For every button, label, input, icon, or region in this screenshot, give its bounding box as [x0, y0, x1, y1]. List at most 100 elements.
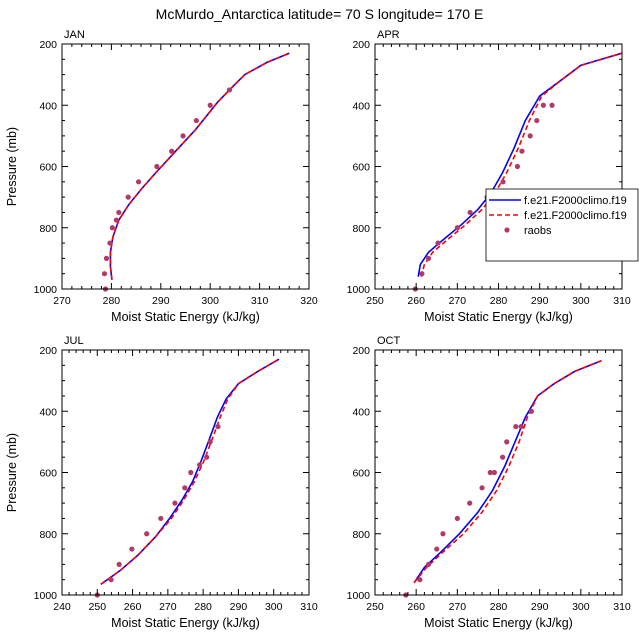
model-line-solid [109, 52, 290, 280]
x-tick-label: 280 [490, 295, 508, 307]
x-tick-label: 280 [490, 601, 508, 613]
raobs-point [527, 133, 533, 139]
raobs-point [169, 148, 175, 154]
x-tick-label: 260 [124, 601, 142, 613]
raobs-point [549, 102, 555, 108]
x-tick-label: 320 [300, 295, 318, 307]
x-tick-label: 270 [449, 295, 467, 307]
y-tick-label: 200 [39, 39, 57, 51]
x-tick-label: 270 [53, 295, 71, 307]
y-tick-label: 400 [39, 406, 57, 418]
x-tick-label: 250 [366, 295, 384, 307]
x-axis-label: Moist Static Energy (kJ/kg) [111, 616, 260, 630]
raobs-point [197, 462, 203, 468]
raobs-point [116, 209, 122, 216]
plot-frame [61, 43, 310, 290]
x-tick-label: 290 [152, 295, 170, 307]
x-tick-label: 240 [53, 601, 71, 613]
raobs-point [135, 179, 142, 185]
x-tick-label: 280 [194, 601, 212, 613]
raobs-point [419, 271, 425, 277]
raobs-point [226, 87, 233, 93]
raobs-point [513, 423, 519, 430]
x-tick-label: 250 [89, 601, 107, 613]
x-tick-label: 310 [613, 295, 631, 307]
raobs-point [180, 133, 186, 139]
y-tick-label: 1000 [34, 284, 58, 296]
raobs-point [467, 209, 473, 216]
raobs-point [500, 454, 506, 460]
raobs-point [435, 240, 441, 246]
x-tick-label: 270 [159, 601, 177, 613]
raobs-point [440, 531, 446, 537]
x-tick-label: 300 [572, 601, 590, 613]
legend-label: f.e21.F2000climo.f19 [524, 210, 627, 222]
raobs-points [101, 87, 233, 292]
y-tick-label: 800 [39, 529, 57, 541]
model-line-dashed [100, 358, 280, 585]
raobs-point [113, 217, 119, 223]
raobs-point [144, 531, 150, 537]
x-tick-label: 280 [103, 295, 121, 307]
raobs-points [94, 423, 221, 598]
legend-label: f.e21.F2000climo.f19 [524, 195, 627, 207]
x-tick-label: 290 [230, 601, 248, 613]
panels: JAN 270 280 290 300 310 320 200 400 600 800 1000 Moi… [5, 29, 631, 630]
panel-label: OCT [377, 335, 401, 347]
y-tick-label: 600 [39, 162, 57, 174]
panel-label: JUL [64, 335, 84, 347]
raobs-point [116, 561, 122, 567]
raobs-point [158, 515, 164, 522]
panel-apr: APR 250 260 270 280 290 300 310 200 400 600 800 1000… [347, 29, 631, 324]
x-tick-label: 310 [613, 601, 631, 613]
raobs-point [204, 454, 210, 460]
y-tick-label: 200 [352, 345, 370, 357]
x-tick-label: 260 [407, 295, 425, 307]
x-tick-label: 260 [407, 601, 425, 613]
panel-jul: JUL 240 250 260 270 280 290 300 310 200 400 600 800 1… [5, 335, 318, 630]
raobs-point [518, 423, 524, 430]
raobs-point [500, 179, 506, 185]
raobs-point [182, 485, 188, 491]
legend-marker-dot [504, 227, 510, 233]
raobs-point [193, 117, 199, 124]
x-axis-label: Moist Static Energy (kJ/kg) [424, 310, 573, 324]
raobs-point [129, 546, 135, 552]
y-tick-label: 1000 [34, 590, 58, 602]
raobs-point [154, 163, 160, 170]
x-tick-label: 300 [265, 601, 283, 613]
x-tick-label: 310 [251, 295, 269, 307]
y-tick-label: 600 [352, 162, 370, 174]
model-line-dashed [109, 52, 290, 280]
x-tick-label: 290 [531, 295, 549, 307]
y-tick-label: 800 [39, 223, 57, 235]
x-tick-label: 300 [572, 295, 590, 307]
legend: f.e21.F2000climo.f19 f.e21.F2000climo.f19… [485, 188, 639, 262]
model-line-solid [413, 359, 602, 584]
raobs-point [491, 469, 497, 476]
panel-oct: OCT 250 260 270 280 290 300 310 200 400 600 800 1000… [347, 335, 631, 630]
chart-title: McMurdo_Antarctica latitude= 70 S longit… [156, 6, 484, 22]
raobs-point [172, 500, 178, 506]
y-tick-label: 1000 [347, 590, 371, 602]
raobs-point [434, 546, 440, 552]
raobs-point [103, 255, 110, 261]
y-tick-label: 200 [39, 345, 57, 357]
model-line-dashed [413, 359, 602, 584]
raobs-point [467, 500, 473, 506]
raobs-point [514, 163, 521, 170]
raobs-point [207, 102, 213, 108]
raobs-point [454, 515, 460, 522]
y-tick-label: 400 [39, 100, 57, 112]
plot-frame [374, 349, 623, 596]
x-tick-label: 310 [300, 601, 318, 613]
x-tick-label: 300 [201, 295, 219, 307]
raobs-point [534, 117, 540, 124]
raobs-point [504, 439, 510, 445]
x-axis-label: Moist Static Energy (kJ/kg) [111, 310, 260, 324]
raobs-point [108, 577, 114, 583]
x-tick-label: 250 [366, 601, 384, 613]
legend-label: raobs [524, 225, 552, 237]
y-axis-label: Pressure (mb) [5, 433, 19, 512]
